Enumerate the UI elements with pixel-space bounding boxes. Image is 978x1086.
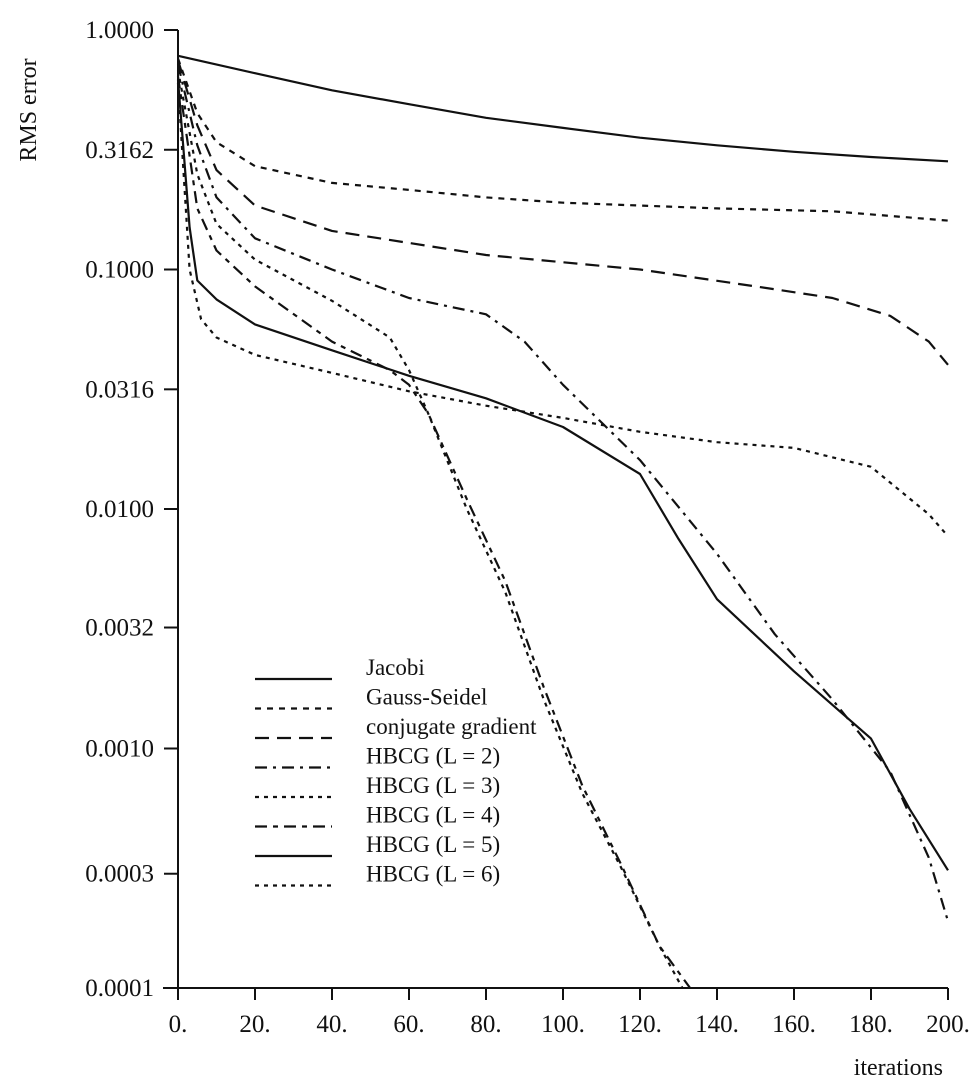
y-tick-label: 0.3162 [85,137,154,164]
x-tick-label: 200. [926,1011,970,1038]
y-tick-label: 0.1000 [85,257,154,284]
legend-label: Gauss-Seidel [366,685,487,710]
legend-label: HBCG (L = 4) [366,803,500,828]
x-tick-label: 160. [772,1011,816,1038]
legend-label: HBCG (L = 5) [366,832,500,857]
series-line-5 [176,69,684,989]
series-line-2 [176,58,949,222]
axes-layer [163,30,948,989]
y-axis-title: RMS error [16,58,42,161]
legend-label: HBCG (L = 3) [366,773,500,798]
x-tick-label: 140. [695,1011,739,1038]
y-tick-label: 0.0010 [85,736,154,763]
series-line-4 [176,63,950,922]
x-ticks: 0. 20. 40. 60. 80. 100. 120. 140. 160. 180. 200. [169,988,970,1038]
y-tick-label: 0.0001 [85,975,154,1002]
x-tick-label: 0. [169,1011,188,1038]
y-tick-label: 0.0100 [85,496,154,523]
series-line-1 [177,54,949,163]
y-tick-label: 1.0000 [85,17,154,44]
y-tick-label: 0.0032 [85,615,154,642]
legend-label: HBCG (L = 6) [366,862,500,887]
x-tick-label: 100. [541,1011,585,1038]
y-tick-label: 0.0003 [85,861,154,888]
y-ticks: 0.0001 0.0003 0.0010 0.0032 0.0100 0.0316 0.10… [85,17,178,1002]
x-axis-title: iterations [854,1055,943,1081]
x-tick-label: 20. [239,1011,270,1038]
series-line-8 [176,83,949,537]
legend: Jacobi Gauss-Seidel conjugate gradient HBCG… [255,655,537,887]
x-tick-label: 60. [393,1011,424,1038]
series-line-7 [176,79,949,871]
legend-label: Jacobi [366,655,425,680]
legend-label: HBCG (L = 2) [366,744,500,769]
x-tick-label: 80. [470,1011,501,1038]
legend-label: conjugate gradient [366,714,537,739]
x-tick-label: 40. [316,1011,347,1038]
x-tick-label: 120. [618,1011,662,1038]
series-line-3 [176,59,949,366]
x-tick-label: 180. [849,1011,893,1038]
series-layer [176,54,950,989]
y-tick-label: 0.0316 [85,376,154,403]
